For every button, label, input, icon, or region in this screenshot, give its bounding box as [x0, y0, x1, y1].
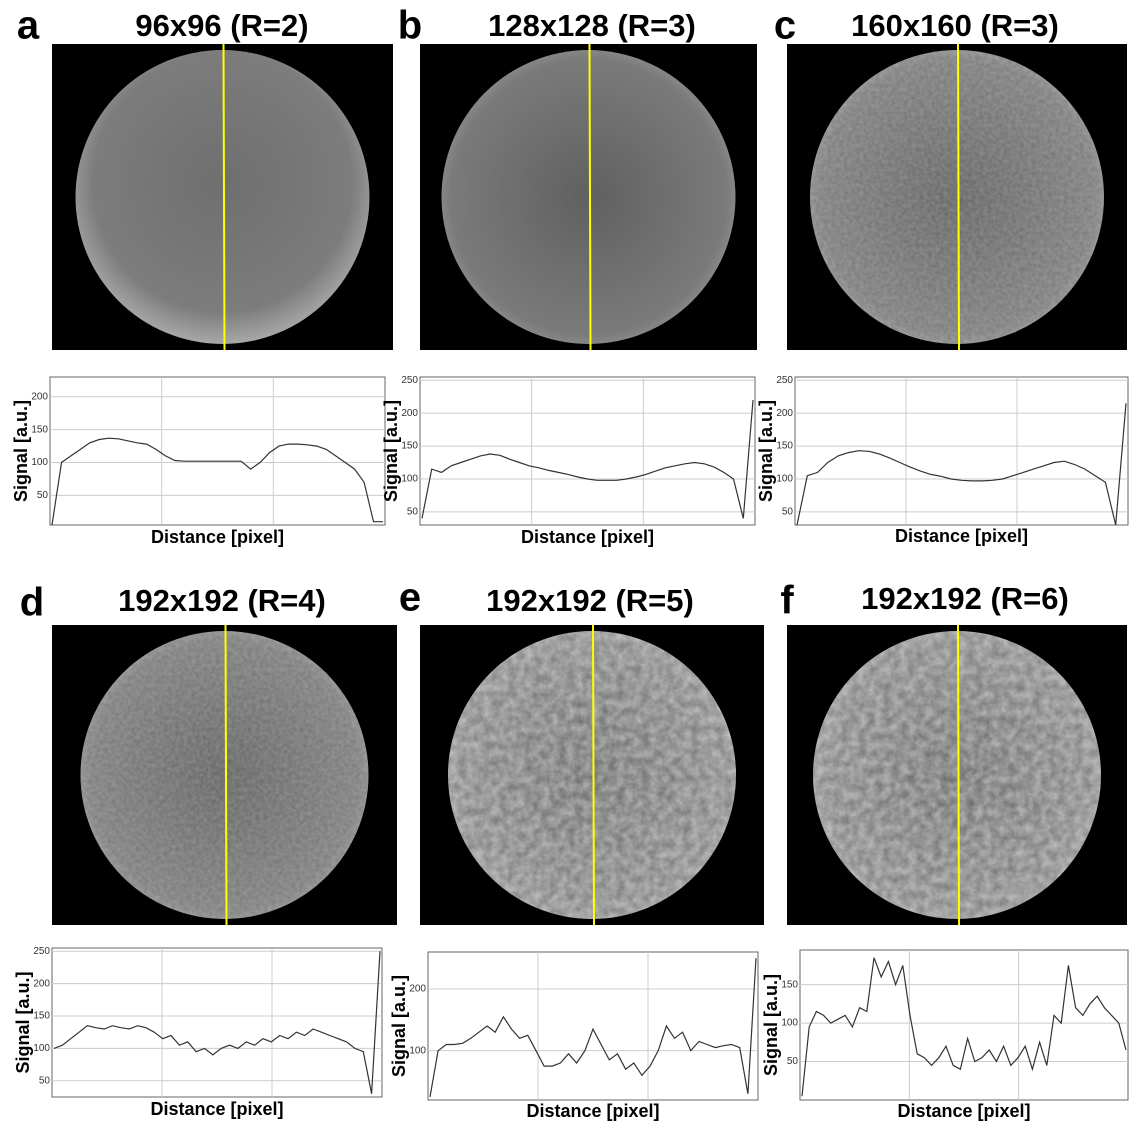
phantom	[442, 50, 736, 344]
y-tick-label: 100	[31, 457, 48, 468]
y-axis-label: Signal [a.u.]	[756, 400, 776, 502]
y-tick-label: 50	[39, 1075, 51, 1086]
y-tick-label: 100	[781, 1018, 798, 1029]
y-tick-label: 150	[33, 1011, 50, 1022]
x-axis-label: Distance [pixel]	[521, 527, 654, 547]
y-tick-label: 100	[401, 474, 418, 485]
plot-area	[795, 377, 1128, 525]
profile-line	[590, 44, 591, 350]
y-tick-label: 250	[33, 946, 50, 957]
plot-area	[800, 950, 1128, 1100]
y-tick-label: 100	[776, 474, 793, 485]
profile-line	[593, 625, 594, 925]
x-axis-label: Distance [pixel]	[897, 1101, 1030, 1121]
x-axis-label: Distance [pixel]	[526, 1101, 659, 1121]
panel-letter: c	[774, 4, 796, 48]
y-axis-label: Signal [a.u.]	[761, 974, 781, 1076]
y-tick-label: 200	[33, 978, 50, 989]
y-tick-label: 50	[787, 1056, 799, 1067]
y-axis-label: Signal [a.u.]	[11, 400, 31, 502]
y-tick-label: 100	[409, 1045, 426, 1056]
y-tick-label: 150	[776, 441, 793, 452]
panel-letter: a	[17, 4, 40, 48]
y-tick-label: 200	[31, 391, 48, 402]
panel-title: 192x192 (R=4)	[118, 583, 326, 618]
y-tick-label: 250	[401, 375, 418, 386]
y-tick-label: 200	[401, 408, 418, 419]
y-axis-label: Signal [a.u.]	[381, 400, 401, 502]
x-axis-label: Distance [pixel]	[151, 527, 284, 547]
profile-line	[224, 44, 225, 350]
x-axis-label: Distance [pixel]	[895, 526, 1028, 546]
panel-title: 160x160 (R=3)	[851, 8, 1059, 43]
profile-line	[958, 44, 959, 350]
panel-title: 192x192 (R=5)	[486, 583, 694, 618]
y-axis-label: Signal [a.u.]	[389, 975, 409, 1077]
panel-letter: f	[780, 579, 794, 623]
y-tick-label: 250	[776, 375, 793, 386]
x-axis-label: Distance [pixel]	[150, 1099, 283, 1119]
panel-title: 96x96 (R=2)	[135, 8, 308, 43]
y-tick-label: 50	[407, 506, 419, 517]
y-tick-label: 150	[31, 424, 48, 435]
y-tick-label: 150	[401, 441, 418, 452]
figure: a 96x96 (R=2) 50 100 150 200 Distance [pixel] S…	[0, 0, 1130, 1126]
y-axis-label: Signal [a.u.]	[13, 971, 33, 1073]
y-tick-label: 50	[782, 506, 794, 517]
profile-line	[226, 625, 227, 925]
y-tick-label: 100	[33, 1043, 50, 1054]
y-tick-label: 150	[781, 979, 798, 990]
panel-letter: d	[20, 581, 44, 625]
panel-letter: e	[399, 576, 421, 620]
y-tick-label: 200	[409, 984, 426, 995]
plot-area	[420, 377, 755, 525]
panel-title: 128x128 (R=3)	[488, 8, 696, 43]
plot-area	[52, 948, 382, 1097]
profile-line	[958, 625, 959, 925]
panel-title: 192x192 (R=6)	[861, 581, 1069, 616]
panel-letter: b	[398, 4, 422, 48]
plot-area	[50, 377, 385, 525]
y-tick-label: 50	[37, 490, 49, 501]
y-tick-label: 200	[776, 408, 793, 419]
phantom	[76, 50, 370, 344]
plot-area	[428, 952, 758, 1100]
